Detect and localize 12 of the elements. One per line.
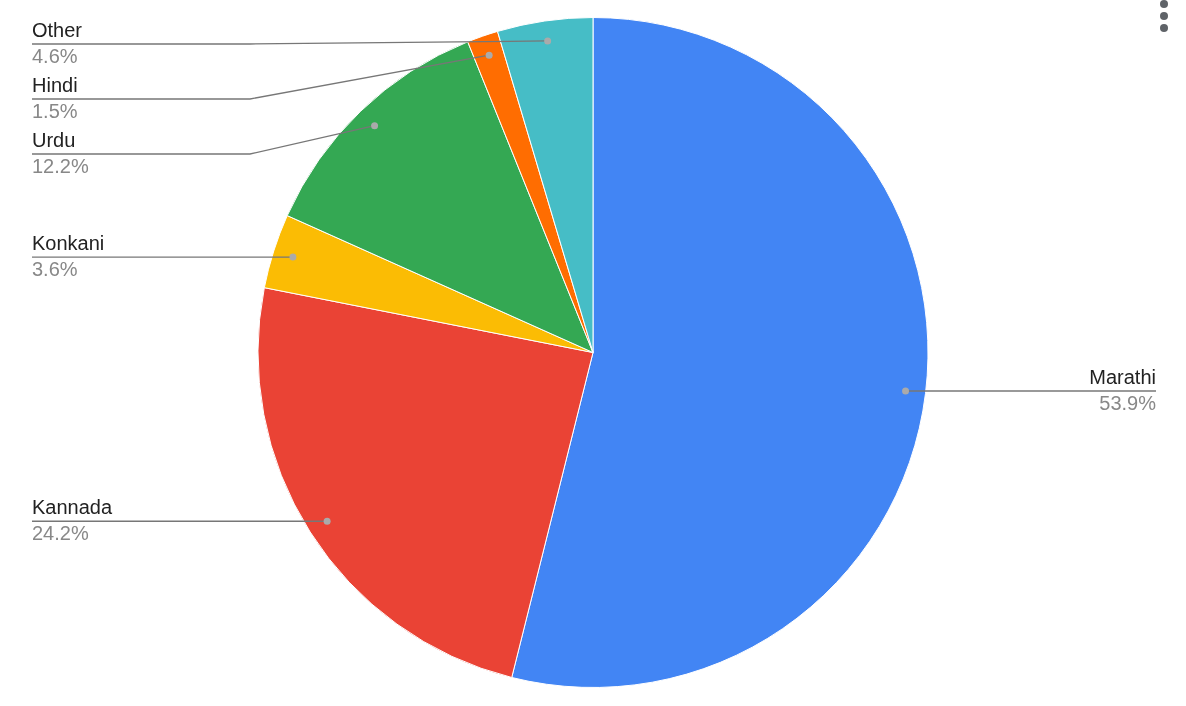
slice-label: Hindi — [32, 73, 78, 96]
slice-label: Konkani — [32, 231, 105, 254]
data-label: 24.2% — [32, 521, 89, 544]
slice-label: Marathi — [1089, 365, 1156, 388]
slice-label: Urdu — [32, 128, 76, 151]
data-label: 53.9% — [1099, 391, 1157, 414]
data-label: 12.2% — [32, 154, 89, 177]
data-label: 4.6% — [32, 44, 78, 67]
data-label: 1.5% — [32, 99, 78, 122]
data-label: 3.6% — [32, 257, 78, 280]
slice-label: Kannada — [32, 495, 113, 518]
slice-label: Other — [32, 18, 83, 41]
